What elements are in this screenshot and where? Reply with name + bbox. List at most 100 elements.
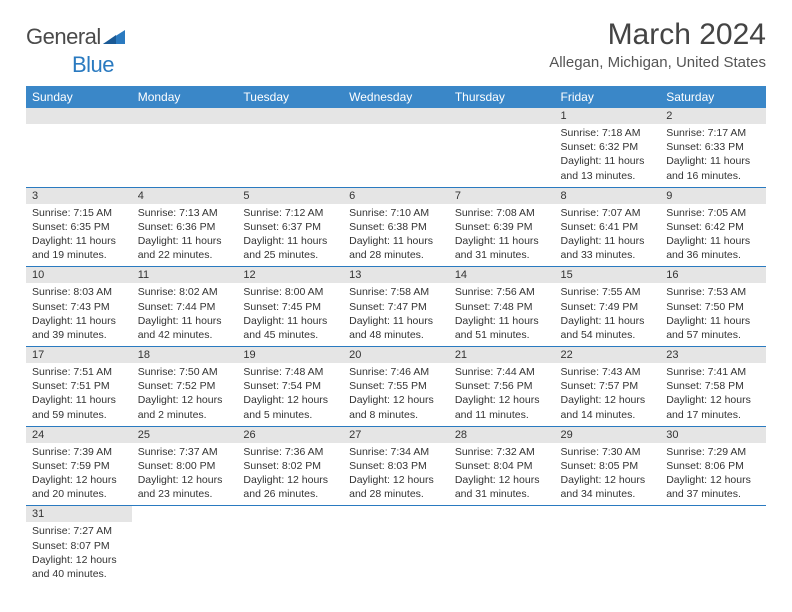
day-line: and 48 minutes. [349, 328, 443, 342]
day-number: 22 [555, 347, 661, 363]
day-line: Sunrise: 7:10 AM [349, 206, 443, 220]
day-line: Sunset: 6:32 PM [561, 140, 655, 154]
day-line: Sunset: 6:41 PM [561, 220, 655, 234]
day-body: Sunrise: 7:58 AMSunset: 7:47 PMDaylight:… [343, 283, 449, 346]
day-body: Sunrise: 7:27 AMSunset: 8:07 PMDaylight:… [26, 522, 132, 585]
day-line: and 2 minutes. [138, 408, 232, 422]
day-line: Daylight: 11 hours [138, 314, 232, 328]
day-line: Daylight: 11 hours [32, 314, 126, 328]
day-line: Sunset: 8:00 PM [138, 459, 232, 473]
day-line: Sunrise: 7:17 AM [666, 126, 760, 140]
day-body: Sunrise: 7:44 AMSunset: 7:56 PMDaylight:… [449, 363, 555, 426]
calendar-cell: 24Sunrise: 7:39 AMSunset: 7:59 PMDayligh… [26, 426, 132, 506]
dayname-col: Tuesday [237, 86, 343, 108]
calendar-cell [449, 108, 555, 187]
day-line: Sunset: 8:03 PM [349, 459, 443, 473]
day-number [343, 108, 449, 124]
day-line: Sunset: 7:59 PM [32, 459, 126, 473]
calendar-cell: 25Sunrise: 7:37 AMSunset: 8:00 PMDayligh… [132, 426, 238, 506]
day-line: Daylight: 12 hours [455, 393, 549, 407]
day-line: and 16 minutes. [666, 169, 760, 183]
calendar-page: GeneralBlue March 2024 Allegan, Michigan… [0, 0, 792, 603]
calendar-week: 3Sunrise: 7:15 AMSunset: 6:35 PMDaylight… [26, 187, 766, 267]
day-line: and 28 minutes. [349, 248, 443, 262]
day-line [243, 154, 337, 168]
day-number: 20 [343, 347, 449, 363]
calendar-week: 1Sunrise: 7:18 AMSunset: 6:32 PMDaylight… [26, 108, 766, 187]
day-line: Sunrise: 7:48 AM [243, 365, 337, 379]
day-body: Sunrise: 7:43 AMSunset: 7:57 PMDaylight:… [555, 363, 661, 426]
day-line: Sunrise: 7:58 AM [349, 285, 443, 299]
day-line: Sunrise: 7:51 AM [32, 365, 126, 379]
logo-triangle-icon [103, 24, 125, 50]
day-body: Sunrise: 7:05 AMSunset: 6:42 PMDaylight:… [660, 204, 766, 267]
day-line: Daylight: 11 hours [138, 234, 232, 248]
day-line [32, 140, 126, 154]
day-body [449, 124, 555, 187]
day-line: Daylight: 11 hours [561, 314, 655, 328]
day-body: Sunrise: 7:50 AMSunset: 7:52 PMDaylight:… [132, 363, 238, 426]
calendar-cell: 18Sunrise: 7:50 AMSunset: 7:52 PMDayligh… [132, 347, 238, 427]
day-body: Sunrise: 7:30 AMSunset: 8:05 PMDaylight:… [555, 443, 661, 506]
day-line: Sunset: 7:49 PM [561, 300, 655, 314]
day-line: Sunrise: 7:55 AM [561, 285, 655, 299]
day-number: 27 [343, 427, 449, 443]
day-line: Sunset: 7:55 PM [349, 379, 443, 393]
logo-word-general: General [26, 24, 101, 49]
day-line: and 40 minutes. [32, 567, 126, 581]
day-number: 5 [237, 188, 343, 204]
dayname-col: Wednesday [343, 86, 449, 108]
day-body: Sunrise: 7:41 AMSunset: 7:58 PMDaylight:… [660, 363, 766, 426]
day-line [349, 169, 443, 183]
calendar-cell: 9Sunrise: 7:05 AMSunset: 6:42 PMDaylight… [660, 187, 766, 267]
day-line: Sunset: 7:54 PM [243, 379, 337, 393]
day-line: and 20 minutes. [32, 487, 126, 501]
day-line: and 42 minutes. [138, 328, 232, 342]
day-body: Sunrise: 8:02 AMSunset: 7:44 PMDaylight:… [132, 283, 238, 346]
calendar-cell [449, 506, 555, 585]
day-body: Sunrise: 7:53 AMSunset: 7:50 PMDaylight:… [660, 283, 766, 346]
day-line [349, 140, 443, 154]
day-number: 17 [26, 347, 132, 363]
calendar-cell [555, 506, 661, 585]
day-body: Sunrise: 7:32 AMSunset: 8:04 PMDaylight:… [449, 443, 555, 506]
day-line: Sunset: 7:44 PM [138, 300, 232, 314]
day-line [243, 169, 337, 183]
calendar-head: Sunday Monday Tuesday Wednesday Thursday… [26, 86, 766, 108]
day-line: and 28 minutes. [349, 487, 443, 501]
day-line: Sunrise: 7:13 AM [138, 206, 232, 220]
day-body: Sunrise: 7:18 AMSunset: 6:32 PMDaylight:… [555, 124, 661, 187]
dayname-col: Saturday [660, 86, 766, 108]
day-line: Sunrise: 7:15 AM [32, 206, 126, 220]
day-line: Daylight: 12 hours [32, 553, 126, 567]
day-line: Daylight: 12 hours [138, 393, 232, 407]
calendar-cell [132, 506, 238, 585]
calendar-cell: 29Sunrise: 7:30 AMSunset: 8:05 PMDayligh… [555, 426, 661, 506]
day-body: Sunrise: 7:36 AMSunset: 8:02 PMDaylight:… [237, 443, 343, 506]
calendar-week: 24Sunrise: 7:39 AMSunset: 7:59 PMDayligh… [26, 426, 766, 506]
calendar-cell: 7Sunrise: 7:08 AMSunset: 6:39 PMDaylight… [449, 187, 555, 267]
day-line: and 45 minutes. [243, 328, 337, 342]
day-line: and 5 minutes. [243, 408, 337, 422]
day-line: Daylight: 11 hours [666, 234, 760, 248]
day-line: Sunset: 6:39 PM [455, 220, 549, 234]
day-line: Sunset: 7:56 PM [455, 379, 549, 393]
day-body: Sunrise: 7:15 AMSunset: 6:35 PMDaylight:… [26, 204, 132, 267]
day-number: 29 [555, 427, 661, 443]
logo-text: GeneralBlue [26, 24, 125, 78]
day-number: 4 [132, 188, 238, 204]
day-body: Sunrise: 7:12 AMSunset: 6:37 PMDaylight:… [237, 204, 343, 267]
calendar-cell: 28Sunrise: 7:32 AMSunset: 8:04 PMDayligh… [449, 426, 555, 506]
day-number: 19 [237, 347, 343, 363]
day-line: Sunset: 8:05 PM [561, 459, 655, 473]
day-line: and 34 minutes. [561, 487, 655, 501]
day-line: Sunset: 6:42 PM [666, 220, 760, 234]
day-line: Sunset: 6:37 PM [243, 220, 337, 234]
day-body: Sunrise: 7:39 AMSunset: 7:59 PMDaylight:… [26, 443, 132, 506]
day-line: Daylight: 12 hours [561, 393, 655, 407]
dayname-col: Monday [132, 86, 238, 108]
day-line: Daylight: 12 hours [32, 473, 126, 487]
day-line: Daylight: 11 hours [455, 314, 549, 328]
day-number: 14 [449, 267, 555, 283]
day-line: Sunset: 7:51 PM [32, 379, 126, 393]
